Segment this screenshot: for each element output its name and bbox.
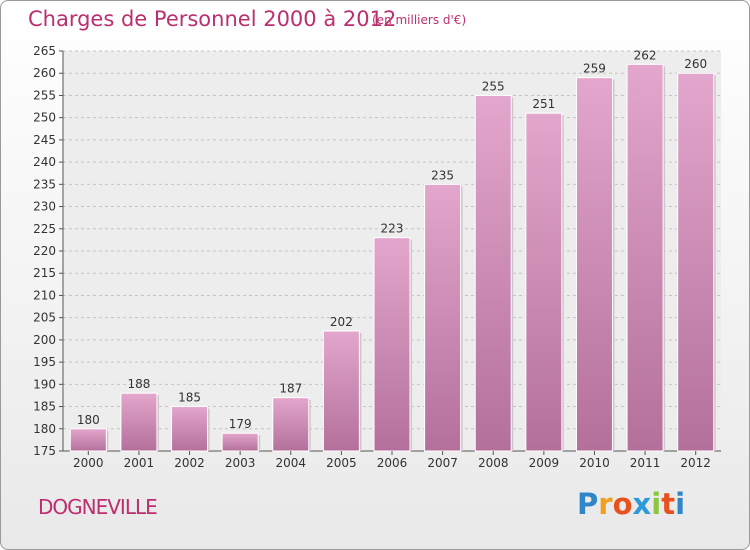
bar [272, 397, 310, 452]
x-tick-label: 2010 [579, 456, 610, 470]
bar [322, 330, 360, 452]
data-label: 260 [684, 57, 707, 71]
bar [525, 112, 563, 452]
bar [171, 406, 209, 452]
logo-letter: r [598, 487, 613, 521]
x-tick-label: 2004 [275, 456, 306, 470]
y-tick-label: 230 [33, 200, 56, 214]
y-tick-label: 190 [33, 377, 56, 391]
commune-name: DOGNEVILLE [38, 495, 158, 519]
y-tick-label: 195 [33, 355, 56, 369]
y-tick-label: 180 [33, 422, 56, 436]
x-tick-label: 2001 [124, 456, 155, 470]
x-tick-label: 2003 [225, 456, 256, 470]
logo-letter: i [675, 487, 686, 521]
y-tick-label: 260 [33, 66, 56, 80]
bar [221, 432, 259, 452]
x-tick-label: 2007 [427, 456, 458, 470]
bar [424, 183, 462, 452]
data-label: 251 [532, 97, 555, 111]
x-tick-label: 2009 [529, 456, 560, 470]
bar [373, 237, 411, 452]
y-tick-label: 225 [33, 222, 56, 236]
logo-letter: t [661, 487, 676, 521]
x-tick-label: 2006 [377, 456, 408, 470]
data-label: 179 [229, 417, 252, 431]
y-tick-label: 185 [33, 400, 56, 414]
bar [626, 63, 664, 452]
data-label: 223 [381, 222, 404, 236]
logo-letter: o [612, 487, 633, 521]
bar [677, 72, 715, 452]
data-label: 185 [178, 391, 201, 405]
bar [120, 392, 158, 452]
logo-letter: P [577, 487, 599, 521]
y-tick-label: 205 [33, 311, 56, 325]
y-tick-label: 240 [33, 155, 56, 169]
y-tick-label: 215 [33, 266, 56, 280]
y-tick-label: 200 [33, 333, 56, 347]
logo-letter: i [651, 487, 662, 521]
data-label: 202 [330, 315, 353, 329]
x-tick-label: 2011 [630, 456, 661, 470]
proxiti-logo: Proxiti [577, 487, 685, 521]
bar [69, 428, 107, 452]
y-tick-label: 210 [33, 288, 56, 302]
x-tick-label: 2012 [680, 456, 711, 470]
y-tick-label: 175 [33, 444, 56, 458]
logo-letter: x [632, 487, 652, 521]
data-label: 259 [583, 62, 606, 76]
y-tick-label: 250 [33, 111, 56, 125]
y-tick-label: 235 [33, 177, 56, 191]
x-tick-label: 2005 [326, 456, 357, 470]
data-label: 262 [634, 48, 657, 62]
chart-title: Charges de Personnel 2000 à 2012 [28, 7, 397, 31]
x-tick-label: 2008 [478, 456, 509, 470]
y-tick-label: 220 [33, 244, 56, 258]
data-label: 235 [431, 168, 454, 182]
x-tick-label: 2000 [73, 456, 104, 470]
data-label: 188 [127, 377, 150, 391]
y-tick-label: 245 [33, 133, 56, 147]
data-label: 255 [482, 79, 505, 93]
y-tick-label: 265 [33, 44, 56, 58]
x-tick-label: 2002 [174, 456, 205, 470]
data-label: 180 [77, 413, 100, 427]
y-tick-label: 255 [33, 88, 56, 102]
bar [474, 94, 512, 452]
bar [575, 77, 613, 452]
data-label: 187 [279, 382, 302, 396]
chart-subtitle: (en milliers d'€) [372, 13, 467, 27]
